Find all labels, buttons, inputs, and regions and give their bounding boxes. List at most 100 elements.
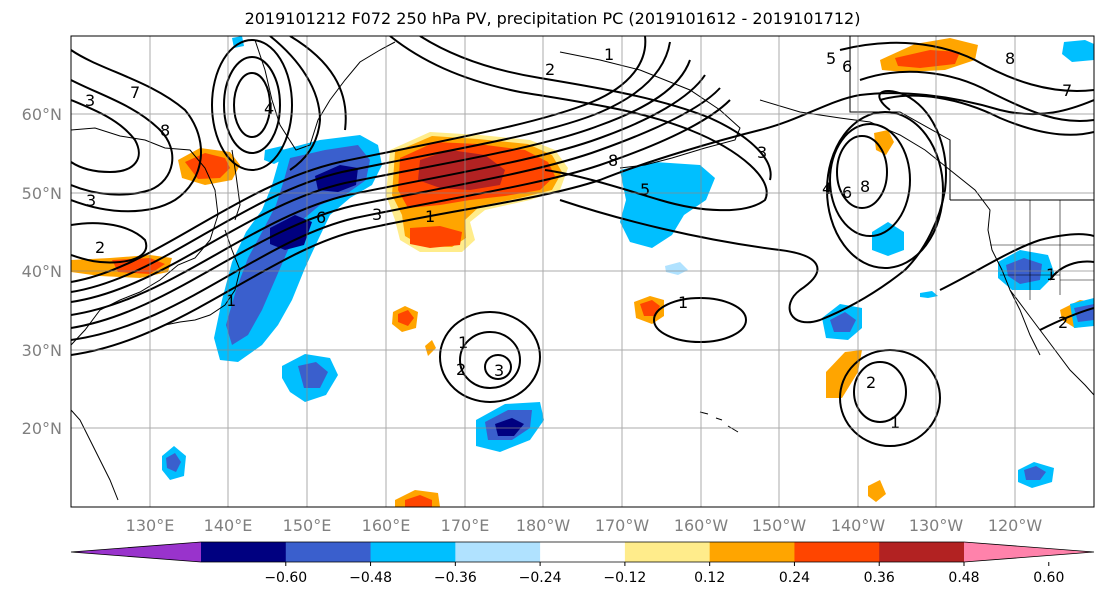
colorbar-segment	[540, 542, 626, 562]
colorbar-tick-label: −0.12	[603, 570, 646, 586]
lon-label: 130°E	[126, 516, 175, 535]
precip-negative-area	[665, 262, 688, 275]
pv-closed-contour	[459, 331, 521, 389]
pv-contour-label: 2	[95, 238, 105, 257]
border-alaska-canada	[849, 36, 951, 200]
pv-contour-label: 2	[545, 60, 555, 79]
precip-negative-area	[166, 453, 181, 472]
precip-positive-area	[874, 130, 894, 155]
precip-positive-area	[640, 300, 660, 316]
precip-positive-area	[425, 340, 436, 356]
lon-label: 120°W	[988, 516, 1043, 535]
colorbar-segment	[455, 542, 541, 562]
colorbar-segments	[70, 541, 1095, 563]
pv-closed-contour	[829, 123, 911, 237]
pv-closed-contour	[853, 361, 907, 423]
colorbar-tick-label: 0.12	[694, 570, 725, 586]
colorbar-extend-high	[964, 542, 1094, 562]
colorbar-segment	[624, 542, 711, 562]
pv-contour-label: 3	[85, 91, 95, 110]
lat-label: 50°N	[22, 184, 62, 203]
lat-label: 30°N	[22, 341, 62, 360]
pv-contour-line	[389, 36, 768, 212]
pv-contour-line	[71, 41, 671, 293]
pv-contour-label: 8	[1005, 49, 1015, 68]
pv-contour-label: 8	[160, 121, 170, 140]
lon-label: 180°W	[516, 516, 571, 535]
pv-contour-label: 2	[1058, 313, 1068, 332]
precip-negative-area	[226, 145, 370, 345]
precip-positive-area	[868, 480, 886, 502]
precip-negative-area	[495, 418, 524, 436]
pv-contour-label: 2	[866, 373, 876, 392]
pv-contour-label: 5	[826, 49, 836, 68]
pv-closed-contour	[653, 297, 747, 343]
colorbar-ticks: −0.60 −0.48 −0.36 −0.24 −0.12 0.12 0.24 0.36 0.4…	[264, 562, 1064, 586]
pv-contour-labels: 3 7 8 3 2 4 6 3 1 1 2 8 5 3 5 6 8 7 4 6 …	[85, 45, 1072, 432]
pv-contour-label: 3	[494, 361, 504, 380]
lat-label: 40°N	[22, 262, 62, 281]
pv-contour-label: 1	[604, 45, 614, 64]
precip-negative-area	[620, 162, 715, 248]
lon-label: 150°E	[283, 516, 332, 535]
pv-contour-line	[939, 233, 1094, 291]
colorbar-segment	[709, 542, 795, 562]
pv-contour-line	[879, 94, 1094, 136]
colorbar-segment	[201, 542, 287, 562]
colorbar-tick-label: −0.48	[349, 570, 392, 586]
pv-contour-line	[419, 36, 772, 181]
lon-label: 160°E	[362, 516, 411, 535]
pv-contour-label: 5	[640, 180, 650, 199]
precip-positive-area	[895, 50, 960, 68]
precip-negative-area	[298, 362, 328, 388]
pv-contour-label: 8	[860, 177, 870, 196]
pv-contour-label: 7	[130, 83, 140, 102]
lon-label: 150°W	[752, 516, 807, 535]
pv-closed-contour	[211, 39, 293, 171]
pv-contour-label: 1	[226, 291, 236, 310]
colorbar-tick-label: 0.24	[779, 570, 810, 586]
colorbar-outline	[70, 541, 1095, 563]
pv-contour-line	[71, 49, 202, 213]
lon-label: 140°W	[831, 516, 886, 535]
pv-contour-line	[859, 70, 1094, 123]
lon-label: 170°E	[441, 516, 490, 535]
pv-closed-contour	[836, 135, 888, 209]
pv-contour-label: 6	[316, 208, 326, 227]
pv-contour-line	[71, 74, 706, 316]
pv-contour-label: 6	[842, 57, 852, 76]
pv-contour-line	[269, 36, 322, 171]
pv-contour-line	[71, 99, 140, 174]
precip-positive-area	[185, 153, 230, 179]
pv-contour-line	[71, 99, 731, 341]
lon-labels: 130°E 140°E 150°E 160°E 170°E 180°W 170°…	[126, 516, 1043, 535]
lon-label: 140°E	[204, 516, 253, 535]
pv-contour-label: 1	[425, 207, 435, 226]
pv-contour-line	[839, 41, 1094, 92]
coastline-philippines	[71, 409, 119, 501]
pv-contour-label: 1	[1046, 265, 1056, 284]
colorbar-tick-label: 0.60	[1033, 570, 1064, 586]
lon-label: 170°W	[595, 516, 650, 535]
colorbar-tick-label: −0.36	[434, 570, 477, 586]
colorbar-segment	[879, 542, 965, 562]
pv-contour-line	[71, 92, 1094, 356]
border-us-states	[990, 200, 1094, 300]
coastline-alaska	[559, 51, 741, 169]
pv-contour-line	[71, 59, 691, 303]
colorbar-tick-label: 0.36	[864, 570, 895, 586]
colorbar-tick-label: −0.24	[519, 570, 562, 586]
pv-closed-contour	[484, 354, 512, 380]
pv-contour-line	[71, 79, 174, 196]
precip-negative-area	[920, 291, 938, 298]
precip-shading	[71, 36, 1094, 507]
precip-positive-area	[398, 310, 414, 326]
colorbar-segment	[370, 542, 456, 562]
pv-closed-contour	[233, 72, 271, 138]
colorbar-tick-label: −0.60	[264, 570, 307, 586]
pv-closed-contour	[223, 56, 281, 154]
colorbar-segment	[285, 542, 372, 562]
gridlines	[71, 36, 1094, 507]
lon-label: 160°W	[674, 516, 729, 535]
